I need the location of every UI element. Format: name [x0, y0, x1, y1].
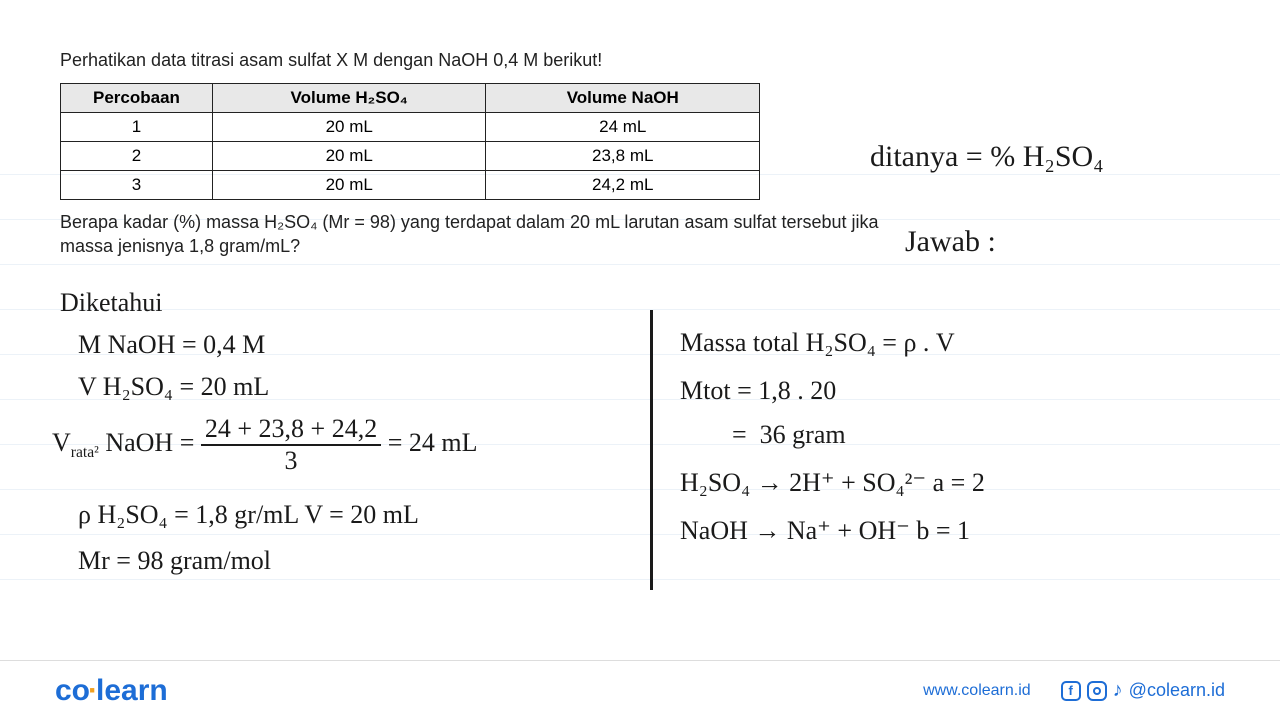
instagram-icon[interactable]: [1087, 681, 1107, 701]
hand-r2: Mtot = 1,8 . 20: [680, 376, 836, 406]
footer: co·learn www.colearn.id f ♪ @colearn.id: [0, 660, 1280, 720]
table-header-row: Percobaan Volume H₂SO₄ Volume NaOH: [61, 84, 760, 113]
footer-url[interactable]: www.colearn.id: [923, 682, 1031, 700]
tiktok-icon[interactable]: ♪: [1113, 679, 1123, 702]
col-naoh: Volume NaOH: [486, 84, 760, 113]
brand-logo: co·learn: [55, 674, 168, 708]
table-row: 2 20 mL 23,8 mL: [61, 142, 760, 171]
vertical-divider: [650, 310, 653, 590]
hand-l1: M NaOH = 0,4 M: [78, 330, 265, 360]
hand-r1: Massa total H₂SO₄ = ρ . V: [680, 328, 955, 358]
col-percobaan: Percobaan: [61, 84, 213, 113]
problem-question: Berapa kadar (%) massa H₂SO₄ (Mr = 98) y…: [60, 210, 880, 259]
hand-fraction: 24 + 23,8 + 24,2 3: [201, 414, 381, 476]
table-row: 1 20 mL 24 mL: [61, 113, 760, 142]
hand-r4: H₂SO₄ → 2H⁺ + SO₄²⁻ a = 2: [680, 468, 985, 498]
hand-r5: NaOH → Na⁺ + OH⁻ b = 1: [680, 516, 970, 546]
social-handle[interactable]: @colearn.id: [1129, 680, 1225, 701]
titration-table: Percobaan Volume H₂SO₄ Volume NaOH 1 20 …: [60, 83, 760, 200]
hand-l5: Mr = 98 gram/mol: [78, 546, 271, 576]
hand-jawab: Jawab :: [905, 225, 996, 259]
col-h2so4: Volume H₂SO₄: [212, 84, 486, 113]
hand-l4: ρ H₂SO₄ = 1,8 gr/mL V = 20 mL: [78, 500, 419, 530]
hand-r3: = 36 gram: [680, 420, 846, 450]
footer-links: www.colearn.id f ♪ @colearn.id: [923, 679, 1225, 702]
social-icons: f ♪ @colearn.id: [1061, 679, 1225, 702]
hand-l2: V H₂SO₄ = 20 mL: [78, 372, 269, 402]
hand-diketahui: Diketahui: [60, 288, 163, 318]
hand-ditanya: ditanya = % H₂SO₄: [870, 140, 1104, 174]
table-row: 3 20 mL 24,2 mL: [61, 171, 760, 200]
problem-intro: Perhatikan data titrasi asam sulfat X M …: [60, 50, 1220, 71]
hand-l3: Vrata² NaOH = 24 + 23,8 + 24,2 3 = 24 mL: [52, 414, 477, 476]
facebook-icon[interactable]: f: [1061, 681, 1081, 701]
